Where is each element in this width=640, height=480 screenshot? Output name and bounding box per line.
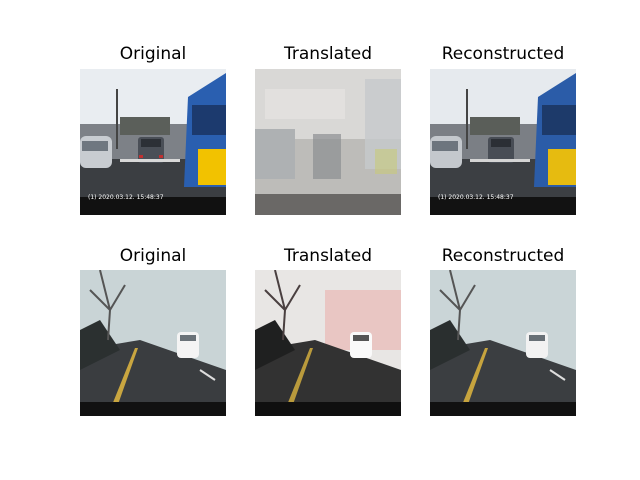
panel-title-original-2: Original [119, 246, 187, 266]
timestamp-overlay: (1) 2020.03.12. 15:48:37 [88, 194, 164, 201]
image-original-foggy-road [80, 270, 226, 416]
panel-title-reconstructed-1: Reconstructed [441, 44, 565, 64]
timestamp-overlay-reconstructed: (1) 2020.03.12. 15:48:37 [438, 194, 514, 201]
panel-title-original-1: Original [119, 44, 187, 64]
panel-title-translated-2: Translated [284, 246, 372, 266]
image-reconstructed-foggy-road [430, 270, 576, 416]
image-translated-bus-scene [255, 69, 401, 215]
image-original-bus-scene: (1) 2020.03.12. 15:48:37 [80, 69, 226, 215]
image-reconstructed-bus-scene: (1) 2020.03.12. 15:48:37 [430, 69, 576, 215]
panel-title-reconstructed-2: Reconstructed [441, 246, 565, 266]
panel-title-translated-1: Translated [284, 44, 372, 64]
image-translated-foggy-road [255, 270, 401, 416]
